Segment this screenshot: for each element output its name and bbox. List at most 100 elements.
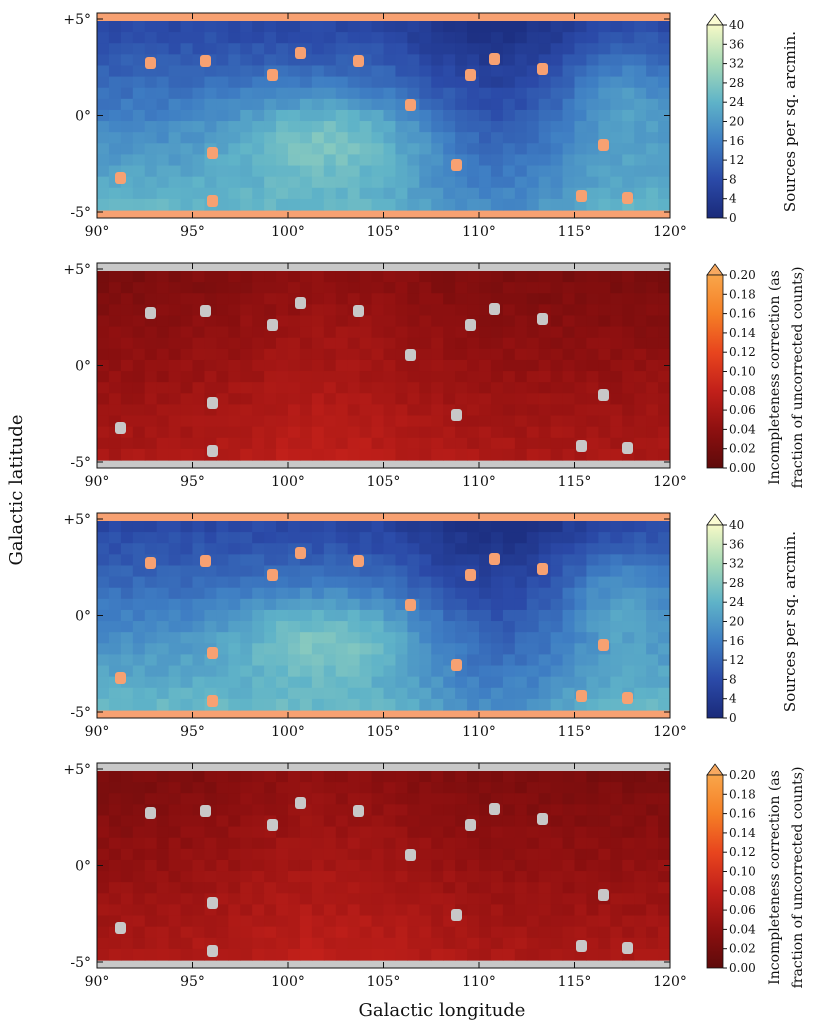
colorbar — [706, 274, 724, 469]
x-tick-label: 110° — [462, 474, 496, 490]
colorbar-tick-label: 8 — [729, 672, 737, 686]
map-image — [97, 513, 670, 718]
x-tick-label: 115° — [558, 224, 592, 240]
y-tick-label: +5° — [63, 512, 91, 528]
x-tick-label: 115° — [558, 474, 592, 490]
colorbar-tick-label: 24 — [729, 95, 745, 109]
colorbar-tick-label: 8 — [729, 172, 737, 186]
colorbar-tick-label: 0.16 — [729, 807, 756, 821]
colorbar-tick-label: 0.02 — [729, 942, 756, 956]
colorbar-label-line2: fraction of uncorrected counts) — [790, 267, 806, 489]
x-tick-label: 115° — [558, 724, 592, 740]
x-tick-label: 90° — [85, 224, 110, 240]
colorbar-tick-label: 0.10 — [729, 865, 756, 879]
colorbar — [706, 774, 724, 969]
colorbar-extend-arrow — [706, 263, 724, 276]
x-tick-label: 100° — [271, 474, 305, 490]
colorbar-tick-label: 4 — [729, 692, 737, 706]
y-tick-label: 0° — [75, 859, 91, 875]
colorbar-extend-arrow — [706, 13, 724, 26]
panel-counts-1: 90° 95° 100° 105° 110° 115° 120° +5° 0° -5° 0 4 8 12 1… — [63, 12, 799, 240]
colorbar-tick-label: 4 — [729, 192, 737, 206]
colorbar-tick-label: 0.04 — [729, 922, 756, 936]
colorbar-tick-label: 0.00 — [729, 961, 756, 975]
y-tick-label: -5° — [70, 455, 91, 471]
colorbar-tick-label: 36 — [729, 537, 744, 551]
panel-counts-2: 90° 95° 100° 105° 110° 115° 120° +5° 0° -5° 0 4 8 12 1… — [63, 512, 799, 740]
figure-xlabel: Galactic longitude — [359, 1000, 526, 1021]
colorbar-tick-label: 12 — [729, 153, 744, 167]
colorbar — [706, 524, 724, 719]
y-tick-label: -5° — [70, 955, 91, 971]
colorbar-label-line1: Incompleteness correction (as — [767, 770, 783, 985]
x-tick-label: 115° — [558, 974, 592, 990]
x-tick-label: 90° — [85, 474, 110, 490]
figure-ylabel: Galactic latitude — [6, 415, 27, 566]
panel-incompleteness-2: 90° 95° 100° 105° 110° 115° 120° +5° 0° -5° 0.00 0.… — [63, 762, 806, 990]
colorbar-label-line1: Incompleteness correction (as — [767, 270, 783, 485]
colorbar-tick-label: 0.04 — [729, 422, 756, 436]
colorbar-tick-label: 12 — [729, 653, 744, 667]
x-tick-label: 95° — [180, 224, 205, 240]
colorbar-tick-label: 24 — [729, 595, 745, 609]
colorbar-tick-label: 20 — [729, 115, 744, 129]
x-tick-label: 120° — [653, 724, 687, 740]
colorbar-tick-label: 32 — [729, 57, 744, 71]
colorbar-tick-label: 0 — [729, 711, 737, 725]
colorbar — [706, 24, 724, 219]
colorbar-tick-label: 0.10 — [729, 365, 756, 379]
colorbar-tick-label: 40 — [729, 18, 744, 32]
colorbar-tick-label: 36 — [729, 37, 744, 51]
colorbar-extend-arrow — [706, 763, 724, 776]
y-tick-label: +5° — [63, 12, 91, 28]
x-tick-label: 105° — [367, 474, 401, 490]
map-image — [97, 13, 670, 218]
colorbar-tick-label: 0.00 — [729, 461, 756, 475]
colorbar-tick-label: 0.12 — [729, 345, 756, 359]
colorbar-tick-label: 0.02 — [729, 442, 756, 456]
colorbar-tick-label: 40 — [729, 518, 744, 532]
colorbar-tick-label: 0.08 — [729, 384, 756, 398]
x-tick-label: 120° — [653, 474, 687, 490]
x-tick-label: 90° — [85, 974, 110, 990]
colorbar-tick-label: 0.20 — [729, 768, 756, 782]
colorbar-tick-label: 16 — [729, 634, 744, 648]
y-tick-label: -5° — [70, 205, 91, 221]
colorbar-tick-label: 0.14 — [729, 326, 756, 340]
colorbar-extend-arrow — [706, 513, 724, 526]
x-tick-label: 120° — [653, 974, 687, 990]
y-tick-label: -5° — [70, 705, 91, 721]
y-tick-label: 0° — [75, 359, 91, 375]
colorbar-tick-label: 32 — [729, 557, 744, 571]
x-tick-label: 90° — [85, 724, 110, 740]
colorbar-tick-label: 0.12 — [729, 845, 756, 859]
x-tick-label: 110° — [462, 724, 496, 740]
colorbar-tick-label: 0.06 — [729, 903, 756, 917]
colorbar-tick-label: 20 — [729, 615, 744, 629]
x-tick-label: 110° — [462, 224, 496, 240]
x-tick-label: 100° — [271, 724, 305, 740]
panel-incompleteness-1: 90° 95° 100° 105° 110° 115° 120° +5° 0° -5° 0.00 0.… — [63, 262, 806, 490]
map-image — [97, 263, 670, 468]
colorbar-label: Sources per sq. arcmin. — [781, 31, 799, 212]
colorbar-label-line2: fraction of uncorrected counts) — [790, 767, 806, 989]
colorbar-tick-label: 0.18 — [729, 787, 756, 801]
x-tick-label: 110° — [462, 974, 496, 990]
x-tick-label: 105° — [367, 974, 401, 990]
colorbar-tick-label: 16 — [729, 134, 744, 148]
x-tick-label: 105° — [367, 224, 401, 240]
colorbar-tick-label: 0.08 — [729, 884, 756, 898]
colorbar-tick-label: 28 — [729, 576, 744, 590]
colorbar-tick-label: 0.06 — [729, 403, 756, 417]
colorbar-tick-label: 0.18 — [729, 287, 756, 301]
x-tick-label: 105° — [367, 724, 401, 740]
x-tick-label: 100° — [271, 974, 305, 990]
y-tick-label: +5° — [63, 262, 91, 278]
x-tick-label: 120° — [653, 224, 687, 240]
colorbar-tick-label: 28 — [729, 76, 744, 90]
y-tick-label: 0° — [75, 109, 91, 125]
colorbar-label: Sources per sq. arcmin. — [781, 531, 799, 712]
colorbar-tick-label: 0.20 — [729, 268, 756, 282]
x-tick-label: 95° — [180, 974, 205, 990]
